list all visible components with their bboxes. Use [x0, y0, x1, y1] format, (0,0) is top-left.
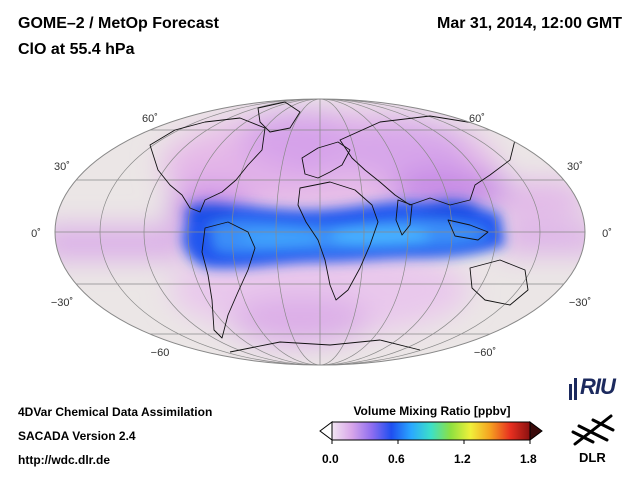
lat-label-left-minus60: −60 — [151, 347, 170, 359]
globe-outline — [54, 98, 586, 366]
lat-label-left-30: 30˚ — [54, 161, 70, 173]
lat-label-right-minus60: −60˚ — [474, 347, 496, 359]
footer-line-1: 4DVar Chemical Data Assimilation — [18, 405, 213, 419]
colorbar-title: Volume Mixing Ratio [ppbv] — [353, 404, 511, 418]
colorbar-tick-3: 1.8 — [520, 452, 537, 466]
colorbar-tick-2: 1.2 — [454, 452, 471, 466]
riu-logo-mark — [569, 378, 577, 400]
colorbar-max-arrow — [529, 421, 543, 441]
riu-logo: RIU — [568, 374, 628, 402]
lat-label-right-minus30: −30˚ — [569, 297, 591, 309]
colorbar-gradient — [331, 421, 531, 441]
riu-logo-text: RIU — [580, 374, 616, 399]
map-title: GOME–2 / MetOp Forecast — [18, 15, 219, 32]
lat-label-right-0: 0˚ — [602, 228, 612, 240]
colorbar-tick-1: 0.6 — [388, 452, 405, 466]
footer-link[interactable]: http://wdc.dlr.de — [18, 453, 110, 467]
footer-line-2: SACADA Version 2.4 — [18, 429, 136, 443]
lat-label-left-minus30: −30˚ — [51, 297, 73, 309]
forecast-timestamp: Mar 31, 2014, 12:00 GMT — [437, 15, 622, 32]
colorbar-min-arrow — [319, 421, 333, 441]
colorbar-tick-0: 0.0 — [322, 452, 339, 466]
coastlines — [149, 101, 529, 353]
dlr-logo-text: DLR — [579, 450, 606, 465]
lat-label-left-60: 60˚ — [142, 113, 158, 125]
graticule-parallels — [55, 129, 585, 335]
map-subtitle: ClO at 55.4 hPa — [18, 41, 135, 58]
lat-label-right-30: 30˚ — [567, 161, 583, 173]
lat-label-left-0: 0˚ — [31, 228, 41, 240]
clo-tropical-band — [182, 200, 505, 269]
colorbar — [319, 421, 543, 444]
dlr-logo-mark — [571, 414, 615, 446]
dlr-logo: DLR — [565, 412, 625, 472]
clo-low-field — [55, 110, 585, 345]
lat-label-right-60: 60˚ — [469, 113, 485, 125]
